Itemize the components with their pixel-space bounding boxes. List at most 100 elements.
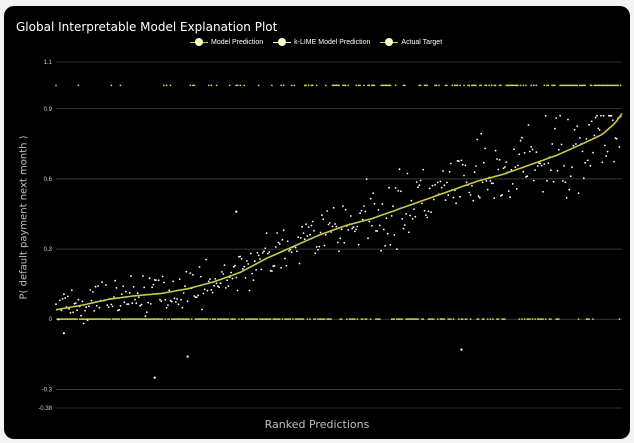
actual-target-point [236, 84, 239, 87]
klime-point [307, 226, 310, 229]
klime-point [164, 299, 167, 301]
actual-target-point [335, 84, 338, 87]
klime-point [536, 165, 539, 167]
actual-target-point [554, 84, 556, 87]
legend-item-actual-target[interactable]: Actual Target [380, 38, 442, 46]
actual-target-point [230, 318, 233, 321]
actual-target-point [398, 318, 401, 321]
actual-target-point [428, 318, 431, 321]
actual-target-point [421, 318, 423, 321]
klime-point [475, 165, 477, 167]
klime-point [409, 214, 411, 217]
klime-point [376, 230, 379, 232]
actual-target-point [69, 318, 72, 321]
klime-point [522, 170, 525, 173]
actual-target-point [248, 318, 251, 321]
actual-target-point [169, 84, 172, 87]
legend-label-klime-prediction: k-LIME Model Prediction [294, 38, 371, 46]
actual-target-point [346, 318, 348, 321]
klime-point [428, 187, 431, 190]
actual-target-point [397, 318, 400, 321]
klime-point [450, 162, 452, 165]
klime-point [452, 196, 455, 199]
actual-target-point [377, 318, 380, 321]
actual-target-point [92, 318, 94, 321]
klime-point [419, 179, 422, 182]
klime-point [194, 296, 197, 298]
actual-target-point [106, 318, 109, 321]
actual-target-point [582, 84, 585, 87]
y-tick-label: -0.3 [42, 387, 53, 393]
klime-point [198, 266, 201, 268]
legend-item-model-prediction[interactable]: Model Prediction [190, 38, 263, 46]
klime-point [567, 118, 569, 121]
actual-target-point [174, 318, 177, 321]
actual-target-point [328, 318, 331, 321]
actual-target-point [478, 84, 481, 87]
actual-target-point [153, 318, 156, 321]
actual-target-point [417, 318, 419, 321]
actual-target-point [82, 318, 85, 321]
actual-target-point [114, 318, 117, 321]
actual-target-point [182, 318, 185, 321]
actual-target-point [435, 84, 438, 87]
klime-point [332, 206, 335, 209]
klime-point [602, 114, 605, 117]
klime-point [126, 303, 128, 306]
klime-point [368, 220, 371, 223]
klime-point [443, 184, 446, 187]
actual-target-point [223, 318, 226, 321]
actual-target-point [81, 318, 84, 321]
actual-target-point [585, 318, 588, 321]
klime-point [504, 166, 506, 168]
klime-point [311, 220, 314, 223]
actual-target-point [507, 84, 510, 87]
actual-target-point [565, 84, 568, 87]
actual-target-point [161, 318, 164, 321]
klime-point [265, 232, 268, 235]
actual-target-point [368, 84, 371, 87]
klime-point [161, 275, 164, 278]
actual-target-point [128, 318, 131, 321]
actual-target-point [126, 318, 128, 321]
klime-point [432, 198, 435, 201]
klime-point [285, 264, 288, 267]
actual-target-point [356, 318, 359, 321]
actual-target-point [249, 318, 252, 321]
klime-point [559, 114, 561, 117]
klime-point [476, 138, 479, 141]
klime-point [594, 116, 597, 119]
klime-point [439, 180, 442, 183]
legend-item-klime-prediction[interactable]: k-LIME Model Prediction [273, 38, 370, 46]
klime-point [122, 285, 124, 288]
klime-point [301, 225, 303, 228]
klime-point [155, 279, 157, 281]
actual-target-point [122, 318, 124, 321]
klime-point [257, 254, 260, 257]
actual-target-point [272, 318, 275, 321]
klime-point [176, 298, 179, 300]
klime-point [303, 238, 306, 241]
klime-point [352, 226, 355, 229]
klime-point [263, 250, 265, 253]
klime-point [547, 162, 550, 165]
actual-target-point [331, 84, 334, 87]
actual-target-point [423, 84, 426, 87]
klime-point [367, 237, 369, 240]
actual-target-point [268, 318, 271, 321]
klime-point [565, 197, 568, 199]
actual-target-point [234, 318, 236, 321]
actual-target-point [526, 318, 529, 321]
actual-target-point [227, 318, 230, 321]
actual-target-point [205, 318, 208, 321]
actual-target-point [257, 84, 260, 87]
actual-target-point [334, 84, 336, 87]
klime-point [425, 214, 427, 217]
actual-target-point [76, 318, 78, 321]
actual-target-point [464, 318, 467, 321]
klime-point [417, 186, 419, 189]
y-tick-label: -0.38 [38, 406, 52, 412]
klime-point [253, 260, 256, 263]
klime-point [278, 243, 281, 245]
